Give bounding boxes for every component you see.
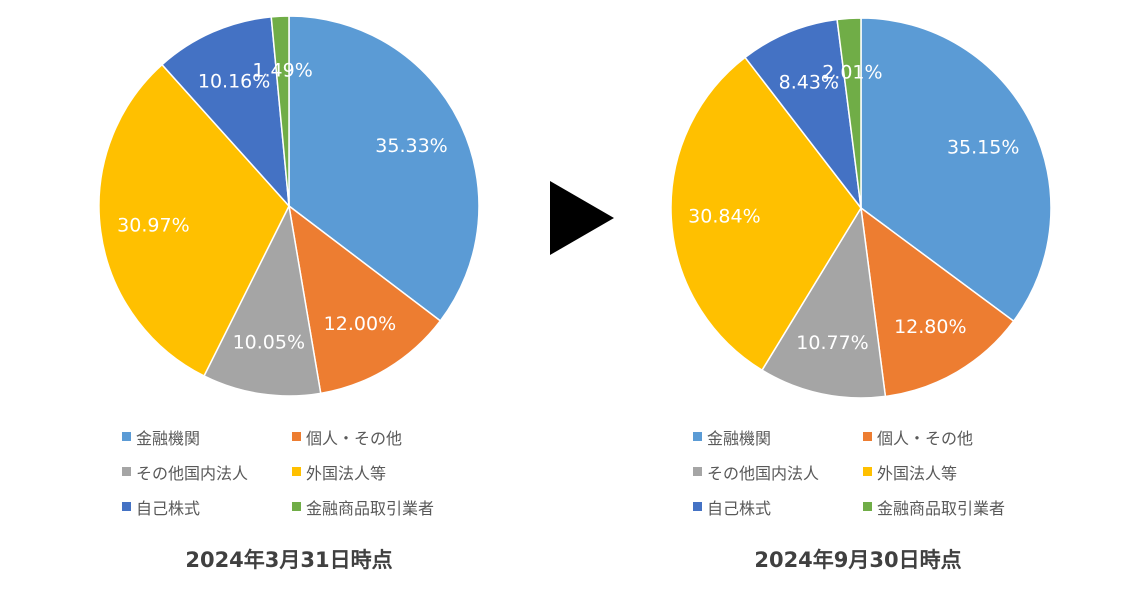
legend-swatch (693, 432, 702, 441)
pie-slice (160, 16, 290, 209)
chart-caption: 2024年3月31日時点 (185, 548, 392, 572)
pie-slice (860, 206, 1015, 398)
slice-data-label: 2.01% (822, 62, 882, 84)
legend-swatch (693, 502, 702, 511)
pie-chart-september: 35.15% 12.80% 10.77% 30.84% 8.43%2.01% 金融機関 個人… (670, 17, 1052, 572)
pie-slice (270, 15, 290, 207)
pie-slice (203, 203, 322, 397)
slice-data-label: 1.49% (252, 59, 312, 81)
slice-data-label: 30.84% (688, 205, 760, 227)
pie-slice (860, 17, 1052, 323)
legend-entry: 外国法人等 (877, 464, 957, 483)
legend-entry: 自己株式 (136, 499, 200, 518)
pie-slice (836, 17, 862, 209)
legend-swatch (292, 432, 301, 441)
slice-data-label: 8.43% (779, 72, 839, 94)
pie-slice (744, 18, 863, 211)
legend-swatch (292, 467, 301, 476)
slice-data-label: 10.05% (233, 331, 305, 353)
legend-swatch (863, 467, 872, 476)
legend-entry: 金融商品取引業者 (877, 499, 1005, 518)
pie-slice (670, 56, 862, 372)
legend-entry: 金融機関 (707, 429, 771, 448)
right-triangle-arrow-icon (550, 181, 614, 255)
chart-caption: 2024年9月30日時点 (754, 548, 961, 572)
legend-swatch (122, 502, 131, 511)
slice-data-label: 35.15% (947, 137, 1019, 159)
slice-data-label: 30.97% (117, 214, 189, 236)
pie-chart-march: 35.33% 12.00% 10.05% 30.97% 10.16%1.49% 金融機関 個… (98, 15, 480, 572)
legend-entry: 自己株式 (707, 499, 771, 518)
legend-swatch (122, 467, 131, 476)
legend-entry: 金融機関 (136, 429, 200, 448)
legend-swatch (693, 467, 702, 476)
pie-slice (760, 205, 887, 399)
legend-entry: その他国内法人 (707, 464, 819, 483)
legend-swatch (122, 432, 131, 441)
pie-slice (288, 15, 480, 322)
legend-entry: 金融商品取引業者 (306, 499, 434, 518)
pie-slice (98, 63, 290, 377)
legend-entry: 個人・その他 (877, 429, 973, 448)
slice-data-label: 10.77% (796, 332, 868, 354)
slice-data-label: 35.33% (375, 135, 447, 157)
legend-swatch (292, 502, 301, 511)
slice-data-label: 10.16% (198, 71, 270, 93)
legend-entry: 外国法人等 (306, 464, 386, 483)
slice-data-label: 12.00% (324, 313, 396, 335)
slice-data-label: 12.80% (894, 316, 966, 338)
legend-swatch (863, 432, 872, 441)
pie-slice (287, 204, 442, 395)
legend-swatch (863, 502, 872, 511)
legend-entry: その他国内法人 (136, 464, 248, 483)
legend-entry: 個人・その他 (306, 429, 402, 448)
